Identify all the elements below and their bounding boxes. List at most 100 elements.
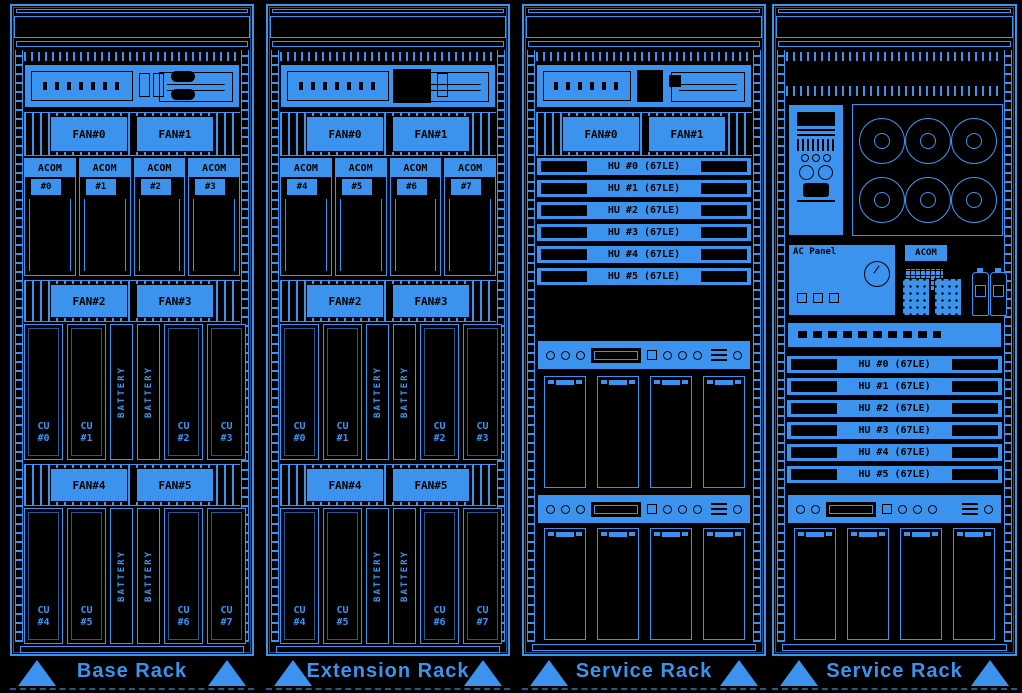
acom-module: ACOM #4 (280, 158, 332, 276)
module-body (339, 199, 382, 271)
rack-cap-bar (778, 9, 1011, 13)
rack-foot-icon (464, 660, 502, 686)
cu-number: #3 (220, 433, 233, 444)
port-icon (561, 350, 570, 360)
service-rack-1: FAN#0 FAN#1 HU #0 (67LE) HU #1 (67LE) HU… (522, 4, 766, 656)
cu-label: CU (293, 421, 306, 432)
rack-title: Service Rack (826, 660, 963, 682)
acom-label: ACOM (189, 159, 239, 178)
base-rack: FAN#0 FAN#1 ACOM #0 ACOM #1 ACOM #2 ACOM… (10, 4, 254, 656)
rack-top-band (14, 16, 250, 38)
port-icon (811, 504, 820, 514)
hu-label: HU #1 (67LE) (858, 381, 931, 392)
battery-label: BATTERY (116, 550, 127, 602)
psu-module (596, 376, 639, 488)
battery-module: BATTERY (366, 508, 389, 644)
cu-module: CU #6 (420, 508, 459, 644)
fan-row: FAN#0 FAN#1 (280, 112, 496, 156)
psu-module (702, 376, 745, 488)
hu-unit: HU #1 (67LE) (537, 180, 751, 197)
rack-rail-right (1004, 50, 1012, 642)
label-block (711, 349, 727, 361)
fan-icon (951, 117, 997, 164)
extension-rack-footer: Extension Rack (266, 656, 510, 690)
ac-panel-label: AC Panel (793, 247, 837, 257)
hu-label: HU #5 (67LE) (607, 271, 681, 282)
cu-module: CU #6 (164, 508, 203, 644)
floor-line (772, 688, 1017, 690)
rack-rail-left (527, 50, 535, 642)
rack-bottom-bar (532, 644, 756, 651)
base-rack-footer: Base Rack (10, 656, 254, 690)
rack-rail-right (753, 50, 761, 642)
cu-module-row: CU #4 CU #5 BATTERY BATTERY CU #6 CU #7 (280, 508, 502, 644)
terminal-block (902, 278, 930, 316)
rack-rail-left (777, 50, 785, 642)
cu-module: CU #1 (67, 324, 106, 460)
cu-number: #6 (433, 617, 446, 628)
acom-module-row: ACOM #0 ACOM #1 ACOM #2 ACOM #3 (24, 158, 240, 276)
port-icon (984, 504, 993, 514)
io-panel (280, 64, 496, 108)
fan-label: FAN#4 (328, 478, 362, 492)
hu-unit: HU #0 (67LE) (537, 158, 751, 175)
rack-foot-icon (530, 660, 568, 686)
cu-number: #0 (37, 433, 50, 444)
panel-slot (797, 200, 835, 202)
fan-unit: FAN#5 (136, 468, 214, 502)
cu-label: CU (476, 421, 489, 432)
acom-label: ACOM (25, 159, 75, 178)
cu-number: #2 (433, 433, 446, 444)
hu-label: HU #3 (67LE) (858, 425, 931, 436)
cu-module: CU #4 (24, 508, 63, 644)
rack-top-band (776, 16, 1013, 38)
connector-strip (31, 71, 133, 101)
fan-icon (951, 176, 997, 223)
rack-top-band (270, 16, 506, 38)
control-panel (788, 104, 844, 236)
fan-unit: FAN#2 (306, 284, 384, 318)
connector-unit (537, 494, 751, 524)
rack-cap-bar (272, 9, 504, 13)
cu-label: CU (433, 421, 446, 432)
connector-unit (537, 340, 751, 370)
port-icon (797, 293, 807, 303)
battery-module: BATTERY (393, 508, 416, 644)
cu-module: CU #7 (207, 508, 246, 644)
cu-module: CU #4 (280, 508, 319, 644)
port-icon (647, 504, 657, 514)
connector-unit (787, 494, 1002, 524)
cu-number: #7 (220, 617, 233, 628)
cu-number: #4 (37, 617, 50, 628)
fan-label: FAN#0 (584, 127, 618, 141)
rack-top-band (526, 16, 762, 38)
port-icon (733, 504, 742, 514)
port-icon (913, 504, 922, 514)
fan-assembly (852, 104, 1003, 236)
acom-module: ACOM #2 (133, 158, 186, 276)
rack-foot-icon (720, 660, 758, 686)
psu-module (794, 528, 836, 640)
vent-strip (786, 86, 1003, 96)
rack-cap-bar (272, 41, 504, 47)
led-row (797, 154, 835, 162)
service-rack-2-footer: Service Rack (772, 656, 1017, 690)
cu-number: #1 (80, 433, 93, 444)
fan-label: FAN#1 (158, 127, 192, 141)
rack-cap-bar (16, 41, 248, 47)
vent-strip (786, 52, 1003, 61)
port-icon (663, 504, 672, 514)
rack-cap-bar (16, 9, 248, 13)
psu-module (847, 528, 889, 640)
battery-label: BATTERY (116, 366, 127, 418)
port-icon (139, 73, 150, 97)
cu-module: CU #2 (420, 324, 459, 460)
acom-module: ACOM #5 (334, 158, 387, 276)
label-block (711, 503, 727, 515)
port-icon (829, 293, 839, 303)
label-plate (159, 72, 233, 102)
battery-module: BATTERY (110, 508, 133, 644)
fan-label: FAN#3 (158, 294, 192, 308)
battery-module: BATTERY (137, 324, 160, 460)
cu-number: #6 (177, 617, 190, 628)
